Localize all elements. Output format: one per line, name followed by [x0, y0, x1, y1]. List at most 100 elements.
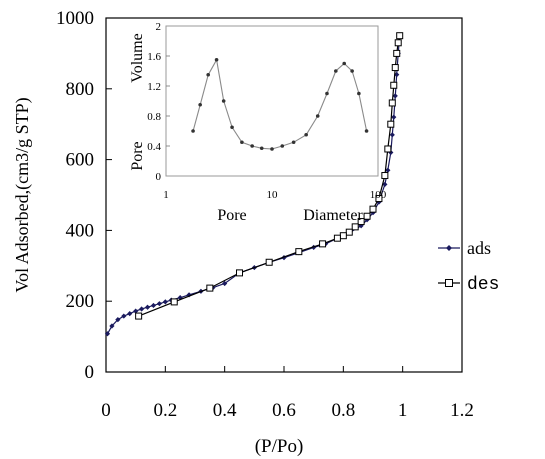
x-tick-label: 0.2: [153, 400, 177, 421]
data-point-des: [375, 195, 383, 203]
y-tick-label: 0: [85, 362, 95, 383]
data-point-ads: [156, 301, 162, 307]
data-point-ads: [394, 72, 400, 78]
inset-data-point: [342, 61, 347, 66]
data-point-ads: [109, 323, 115, 329]
data-point-ads: [144, 304, 151, 310]
data-point-des: [351, 223, 359, 231]
inset-data-point: [270, 147, 274, 151]
data-point-des: [388, 99, 396, 107]
inset-y-tick-label: 1.6: [147, 51, 161, 63]
data-point-des: [369, 205, 377, 213]
data-point-des: [387, 120, 395, 128]
data-point-des: [381, 172, 389, 180]
inset-data-point: [291, 140, 296, 145]
inset-data-point: [214, 57, 219, 62]
legend-marker-ads: [446, 245, 452, 251]
inset-y-tick-label: 0.8: [147, 111, 161, 123]
data-point-ads: [392, 93, 398, 99]
data-point-ads: [358, 223, 364, 229]
inset-data-point: [250, 144, 254, 148]
x-tick-label: 0.6: [272, 400, 296, 421]
x-tick-label: 0.8: [331, 400, 355, 421]
data-point-des: [206, 284, 214, 292]
legend-marker-des: [445, 279, 453, 287]
legend-label-des: des: [467, 275, 499, 295]
data-point-ads: [389, 132, 395, 138]
inset-x-axis-label-word: Pore: [217, 207, 246, 224]
inset-data-point: [325, 91, 329, 96]
inset-data-point: [191, 129, 195, 133]
inset-data-point: [350, 69, 354, 73]
data-point-des: [391, 64, 399, 72]
data-point-ads: [121, 313, 127, 319]
data-point-ads: [222, 280, 228, 287]
inset-plot-frame: [165, 25, 379, 177]
y-tick-label: 600: [66, 150, 95, 171]
data-point-ads: [115, 317, 121, 323]
y-tick-label: 200: [66, 291, 95, 312]
data-point-des: [333, 234, 341, 242]
inset-y-tick-label: 0: [156, 171, 162, 183]
inset-data-point: [198, 102, 202, 107]
y-axis-label: Vol Adsorbed,(cm3/g STP): [12, 97, 33, 292]
inset-y-tick-label: 0.4: [147, 141, 161, 153]
inset-y-tick-label: 1.2: [147, 81, 161, 93]
data-point-des: [345, 228, 353, 236]
inset-x-tick-label: 10: [267, 189, 279, 201]
inset-x-axis-label-word: Diameter: [303, 207, 363, 224]
x-tick-label: 0: [101, 400, 111, 421]
data-point-des: [170, 298, 178, 306]
data-point-ads: [162, 299, 168, 305]
data-point-ads: [133, 308, 139, 314]
x-tick-label: 0.4: [213, 400, 237, 421]
x-tick-label: 1.2: [450, 400, 474, 421]
inset-data-point: [364, 129, 369, 133]
inset-y-axis-label-word: Pore: [129, 141, 146, 170]
inset-y-tick-label: 2: [156, 21, 162, 33]
inset-pore-size-chart: 1 10 100 0 0.4 0.8 1.2 1.6 2 Pore Diameter Volume Po…: [129, 21, 387, 224]
inset-data-point: [230, 125, 234, 130]
data-point-des: [384, 145, 392, 153]
inset-data-point: [221, 99, 226, 103]
x-axis-label: (P/Po): [255, 436, 304, 457]
data-point-des: [295, 248, 303, 256]
data-point-des: [265, 258, 273, 266]
data-point-ads: [104, 331, 111, 337]
data-point-des: [393, 49, 401, 57]
data-point-des: [363, 212, 371, 220]
data-point-ads: [127, 310, 133, 317]
data-point-des: [319, 240, 327, 248]
data-point-ads: [391, 114, 397, 120]
data-point-des: [357, 218, 365, 226]
data-point-ads: [150, 302, 157, 309]
data-point-des: [236, 269, 243, 277]
data-point-ads: [139, 306, 145, 312]
y-tick-label: 800: [66, 79, 95, 100]
inset-series-line: [192, 58, 368, 150]
data-point-ads: [385, 167, 391, 173]
inset-data-point: [206, 72, 210, 77]
inset-data-point: [315, 114, 320, 118]
inset-x-tick-label: 100: [370, 189, 387, 201]
x-tick-label: 1: [398, 400, 408, 421]
y-tick-label: 400: [66, 220, 95, 241]
inset-data-point: [357, 91, 361, 96]
y-tick-label: 1000: [56, 8, 94, 29]
inset-data-point: [304, 132, 308, 137]
inset-x-tick-label: 1: [163, 189, 169, 201]
data-point-des: [339, 232, 347, 240]
data-point-des: [396, 32, 404, 40]
data-point-ads: [177, 295, 183, 301]
inset-data-point: [259, 146, 264, 151]
data-point-des: [394, 39, 402, 47]
data-point-des: [390, 81, 398, 89]
data-point-ads: [382, 181, 388, 187]
inset-data-point: [280, 144, 285, 148]
inset-y-axis-label-word: Volume: [129, 33, 146, 82]
data-point-des: [135, 312, 143, 320]
inset-data-point: [334, 69, 338, 73]
main-chart: 0 0.2 0.4 0.6 0.8 1 1.202004006008001000(P/Po)…: [12, 8, 499, 457]
legend-label-ads: ads: [467, 238, 491, 258]
